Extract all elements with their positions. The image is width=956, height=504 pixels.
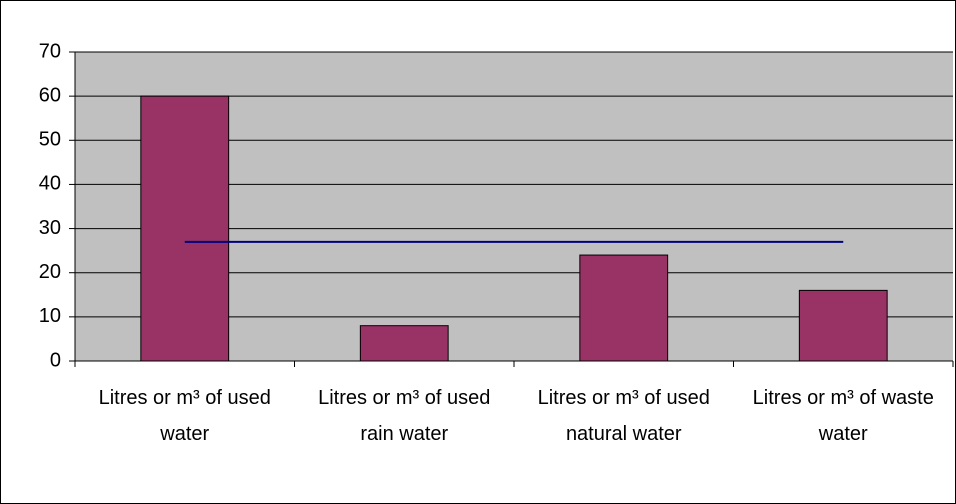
bar — [140, 95, 230, 362]
y-tick-label: 70 — [39, 40, 61, 62]
x-tick-label-box: Litres or m³ of waste water — [752, 387, 934, 445]
x-tick-label: Litres or m³ of used natural water — [537, 387, 710, 445]
y-tick-label: 20 — [39, 261, 61, 283]
x-tick-label: Litres or m³ of used water — [98, 387, 271, 445]
y-tick-label: 10 — [39, 305, 61, 327]
y-tick-label: 60 — [39, 84, 61, 106]
y-tick-label: 50 — [39, 129, 61, 151]
y-tick-label: 30 — [39, 217, 61, 239]
bar — [579, 254, 669, 362]
y-tick-label: 0 — [50, 349, 61, 371]
bar — [359, 325, 449, 362]
y-tick-label: 40 — [39, 173, 61, 195]
x-tick-label: Litres or m³ of waste water — [752, 387, 934, 445]
x-tick-label-box: Litres or m³ of used water — [98, 387, 271, 445]
x-tick-label-box: Litres or m³ of used rain water — [318, 387, 491, 445]
x-tick-label-box: Litres or m³ of used natural water — [537, 387, 710, 445]
x-tick-label: Litres or m³ of used rain water — [318, 387, 491, 445]
bar — [798, 289, 888, 362]
